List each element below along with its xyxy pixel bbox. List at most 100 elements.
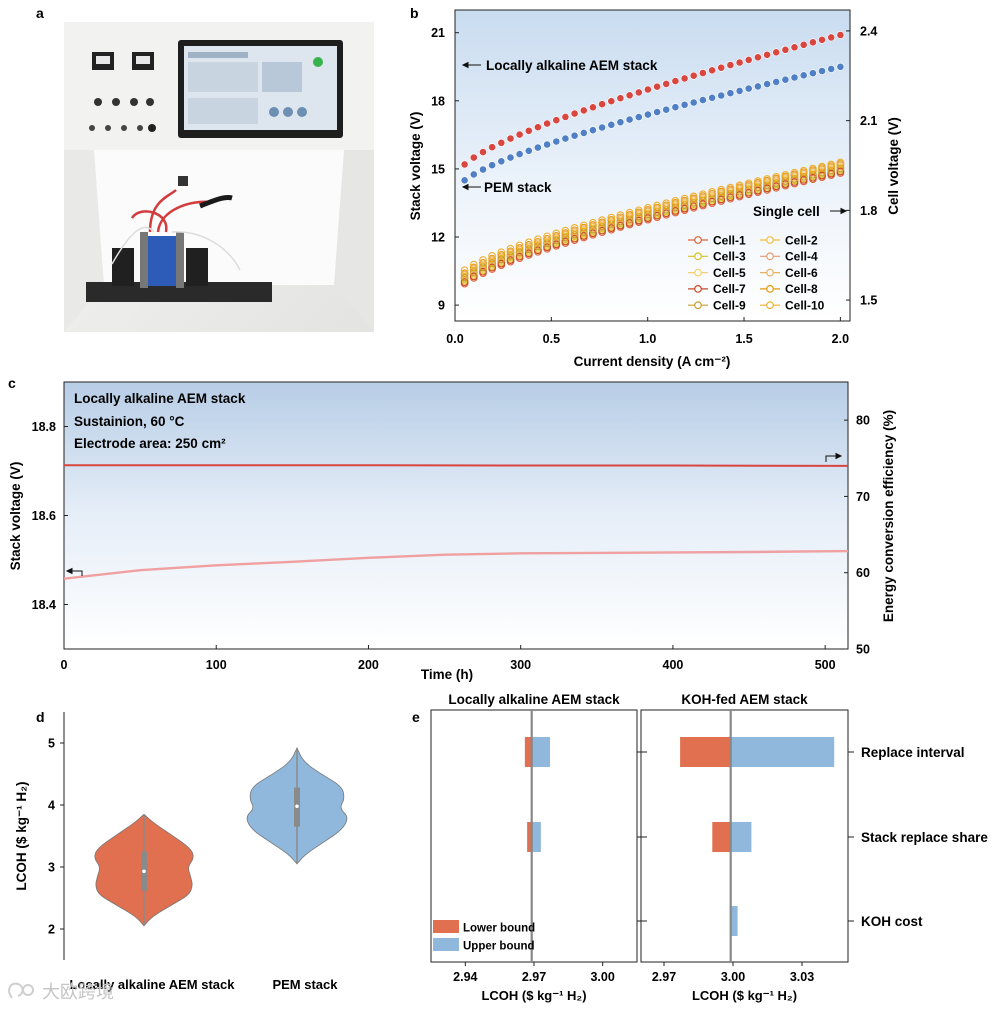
- alkaline-stack-point: [662, 80, 671, 88]
- chart-b-ytick-label: 15: [431, 162, 445, 176]
- cell-7-point: [607, 224, 616, 232]
- legend-marker: [694, 252, 702, 261]
- chart-c-xtick-label: 100: [206, 658, 227, 672]
- chart-b-legend: Cell-1 Cell-2 Cell-3 Cell-4 Cell-5 Cell-6 Cell…: [688, 233, 825, 313]
- cell-10-point: [625, 208, 634, 217]
- chart-d-category-label: Locally alkaline AEM stack: [70, 977, 236, 992]
- cell-7-point: [506, 256, 515, 264]
- alkaline-stack-point: [579, 106, 588, 115]
- cell-9-point: [836, 164, 845, 173]
- cell-7-point: [552, 240, 561, 249]
- chart-b-ylabel: Stack voltage (V): [408, 112, 423, 221]
- cell-8-point: [598, 218, 606, 227]
- pem-stack-point: [616, 118, 625, 127]
- chart-b-y2tick-label: 1.8: [860, 204, 877, 218]
- alkaline-stack-point: [754, 53, 762, 62]
- cell-10-point: [763, 175, 771, 183]
- cell-10-point: [680, 194, 689, 203]
- alkaline-stack-point: [598, 100, 606, 109]
- pem-stack-point: [524, 146, 533, 155]
- alkaline-stack-point: [543, 119, 551, 128]
- cell-7-point: [570, 234, 579, 243]
- alkaline-stack-point: [717, 63, 726, 72]
- cell-10-point: [644, 204, 652, 212]
- panel-label-d: d: [36, 709, 45, 725]
- alkaline-stack-point: [735, 58, 744, 67]
- annotation-alkaline-stack: Locally alkaline AEM stack: [486, 58, 658, 73]
- cell-10-point: [469, 260, 478, 269]
- pem-stack-point: [460, 176, 469, 185]
- cell-10-point: [689, 192, 698, 201]
- cell-7-point: [644, 214, 652, 222]
- cell-10-point: [809, 164, 817, 173]
- cell-8-point: [515, 244, 524, 252]
- pem-stack-point: [827, 65, 836, 73]
- alkaline-stack-point: [469, 153, 478, 162]
- legend-marker: [766, 301, 774, 310]
- pem-stack-point: [506, 153, 515, 162]
- chart-c-y2tick-label: 70: [856, 490, 870, 504]
- cell-10-point: [543, 232, 551, 241]
- cell-7-point: [671, 207, 680, 215]
- cell-7-point: [598, 226, 606, 235]
- electrolyzer-stack-icon: [111, 176, 241, 288]
- chart-b-xtick-label: 1.5: [735, 332, 752, 346]
- touchscreen-monitor-icon: [178, 40, 343, 138]
- chart-e-legend-swatch: [433, 920, 459, 933]
- cell-7-point: [543, 243, 551, 252]
- chart-c-xtick-label: 400: [663, 658, 684, 672]
- cell-10-point: [598, 216, 606, 224]
- cell-9-point: [488, 259, 496, 268]
- cell-10-point: [827, 160, 836, 169]
- cell-10-point: [561, 226, 570, 235]
- cell-10-point: [534, 235, 542, 244]
- lower-bound-bar: [712, 822, 731, 852]
- pem-stack-point: [515, 150, 524, 158]
- chart-c-xlabel: Time (h): [421, 667, 473, 682]
- cell-8-point: [524, 240, 533, 249]
- cell-8-point: [460, 269, 469, 278]
- pem-stack-point: [469, 170, 478, 179]
- cell-8-point: [680, 196, 689, 205]
- chart-d-ytick-label: 5: [48, 737, 55, 751]
- pem-stack-point: [497, 157, 506, 166]
- cell-7-point: [515, 252, 524, 261]
- pem-stack-point: [799, 71, 808, 80]
- cell-7-point: [689, 202, 698, 211]
- cell-10-point: [524, 238, 533, 247]
- alkaline-stack-point: [836, 31, 845, 39]
- cell-10-point: [671, 197, 680, 205]
- alkaline-stack-point: [497, 138, 506, 147]
- chart-c-ytick-label: 18.4: [32, 598, 56, 612]
- violin-median: [142, 869, 146, 874]
- chart-b-ytick-label: 9: [438, 299, 445, 313]
- chart-c-ylabel: Stack voltage (V): [8, 462, 23, 571]
- cell-8-point: [570, 226, 579, 235]
- alkaline-stack-point: [479, 148, 487, 156]
- chart-b-xtick-label: 1.0: [639, 332, 656, 346]
- cell-8-point: [488, 254, 496, 263]
- cell-7-point: [799, 176, 808, 184]
- alkaline-stack-point: [506, 134, 515, 143]
- chart-c-xtick-label: 200: [358, 658, 379, 672]
- cell-10-point: [744, 179, 753, 188]
- alkaline-stack-point: [524, 126, 533, 135]
- chart-d-category-label: PEM stack: [272, 977, 338, 992]
- controller-box-icon: [89, 52, 156, 132]
- chart-b-y2label: Cell voltage (V): [886, 117, 901, 215]
- cell-7-point: [625, 219, 634, 227]
- pem-stack-point: [634, 113, 643, 121]
- alkaline-stack-point: [744, 56, 753, 64]
- cell-10-point: [579, 221, 588, 230]
- alkaline-stack-point: [625, 91, 634, 100]
- chart-c-info-conditions: Sustainion, 60 °C: [74, 414, 185, 429]
- chart-c-background: [64, 382, 848, 649]
- alkaline-stack-point: [644, 85, 652, 94]
- alkaline-stack-point: [552, 116, 561, 125]
- cell-7-point: [662, 209, 671, 218]
- chart-c-y2tick-label: 50: [856, 643, 870, 657]
- cell-9-point: [506, 252, 515, 260]
- panel-label-a: a: [36, 5, 44, 21]
- legend-marker: [766, 252, 774, 261]
- chart-c-ytick-label: 18.6: [32, 509, 56, 523]
